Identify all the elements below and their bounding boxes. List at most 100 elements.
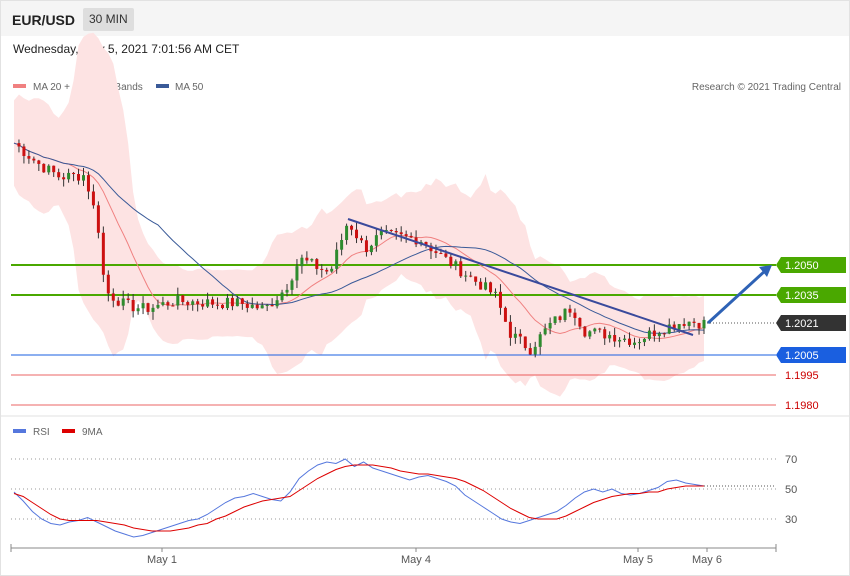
candle-body [166, 302, 170, 306]
candle-body [27, 156, 31, 159]
chart-header: EUR/USD 30 MIN [1, 1, 849, 36]
credit-label: Research © 2021 Trading Central [692, 82, 841, 93]
candle-body [479, 281, 483, 290]
rsi-tick-30: 30 [785, 514, 797, 526]
candle-body [126, 298, 130, 300]
rsi-ma-line [13, 464, 704, 532]
candle-body [101, 232, 105, 275]
candle-body [255, 304, 259, 309]
bollinger-band [14, 32, 704, 397]
candle-body [687, 321, 691, 326]
candle-body [161, 302, 165, 305]
forecast-arrow-head [759, 265, 772, 277]
candle-body [523, 336, 527, 349]
candle-body [642, 338, 646, 343]
candle-body [57, 172, 61, 178]
level-tag-label-1.2005: 1.2005 [785, 350, 819, 362]
bollinger-band-fill [14, 32, 704, 397]
candle-body [47, 165, 51, 173]
candle-body [280, 292, 284, 301]
candle-body [489, 282, 493, 293]
candle-body [434, 251, 438, 254]
candle-body [191, 301, 195, 305]
candle-body [260, 305, 264, 309]
rsi-ma-legend-swatch [62, 429, 75, 433]
rsi-tick-70: 70 [785, 454, 797, 466]
level-tag-1.2035 [776, 287, 846, 303]
candle-body [464, 275, 468, 277]
candle-body [379, 230, 383, 236]
forecast-arrow-line [706, 268, 768, 325]
candle-body [220, 304, 224, 309]
candle-body [603, 329, 607, 339]
level-tag-label-1.2035: 1.2035 [785, 290, 819, 302]
candle-body [518, 333, 522, 337]
candle-body [181, 295, 185, 303]
candle-body [374, 235, 378, 246]
candle-body [72, 172, 76, 175]
candle-body [96, 205, 100, 233]
candle-body [141, 303, 145, 309]
candle-body [121, 298, 125, 306]
candle-body [394, 231, 398, 233]
rsi-line [13, 458, 705, 538]
candle-body [32, 158, 36, 161]
candle-body [702, 319, 706, 329]
rsi-tick-50: 50 [785, 484, 797, 496]
candle-body [176, 295, 180, 306]
candle-body [77, 174, 81, 181]
candle-body [369, 245, 373, 253]
level-tag-label-1.2050: 1.2050 [785, 260, 819, 272]
candle-body [330, 268, 334, 272]
rsi-legend: RSI 9MA [13, 427, 103, 438]
candle-body [469, 275, 473, 277]
candle-body [146, 303, 150, 312]
annotations [347, 218, 772, 336]
candle-body [17, 143, 21, 147]
level-tag-1.2021 [776, 315, 846, 331]
candle-body [618, 339, 622, 342]
candlesticks [17, 139, 706, 358]
candle-body [657, 333, 661, 337]
ma50-legend-label: MA 50 [175, 82, 204, 93]
candle-body [275, 300, 279, 307]
candle-body [300, 257, 304, 267]
candle-body [449, 256, 453, 267]
candle-body [672, 324, 676, 330]
candle-body [171, 305, 175, 307]
candle-body [697, 322, 701, 329]
candle-body [290, 280, 294, 290]
moving-averages [13, 142, 705, 340]
candle-body [662, 333, 666, 335]
candle-body [81, 175, 85, 181]
x-tick-label: May 4 [401, 554, 431, 566]
x-tick-label: May 6 [692, 554, 722, 566]
candle-body [652, 330, 656, 337]
candle-body [583, 326, 587, 337]
candle-body [211, 299, 215, 305]
candle-body [201, 304, 205, 307]
candle-body [439, 253, 443, 255]
candle-body [459, 261, 463, 277]
level-tag-label-1.2021: 1.2021 [785, 318, 819, 330]
candle-body [533, 346, 537, 355]
candle-body [637, 342, 641, 344]
candle-body [494, 291, 498, 293]
candle-body [42, 163, 46, 173]
price-legend: MA 20 + Bollinger Bands MA 50 Research ©… [13, 82, 841, 93]
candle-body [692, 321, 696, 323]
level-tags: 1.2050 1.2035 1.2021 1.2005 1.1995 1.1980 [776, 257, 846, 412]
candle-body [409, 235, 413, 238]
candle-body [484, 282, 488, 290]
candle-body [216, 304, 220, 306]
timeframe-button[interactable]: 30 MIN [83, 8, 134, 31]
candle-body [682, 324, 686, 326]
level-tag-1.2050 [776, 257, 846, 273]
candle-body [111, 293, 115, 301]
candle-body [563, 308, 567, 321]
candle-body [628, 338, 632, 345]
x-tick-label: May 5 [623, 554, 653, 566]
candle-body [598, 328, 602, 330]
ma20-line [13, 142, 705, 340]
candle-body [240, 298, 244, 304]
